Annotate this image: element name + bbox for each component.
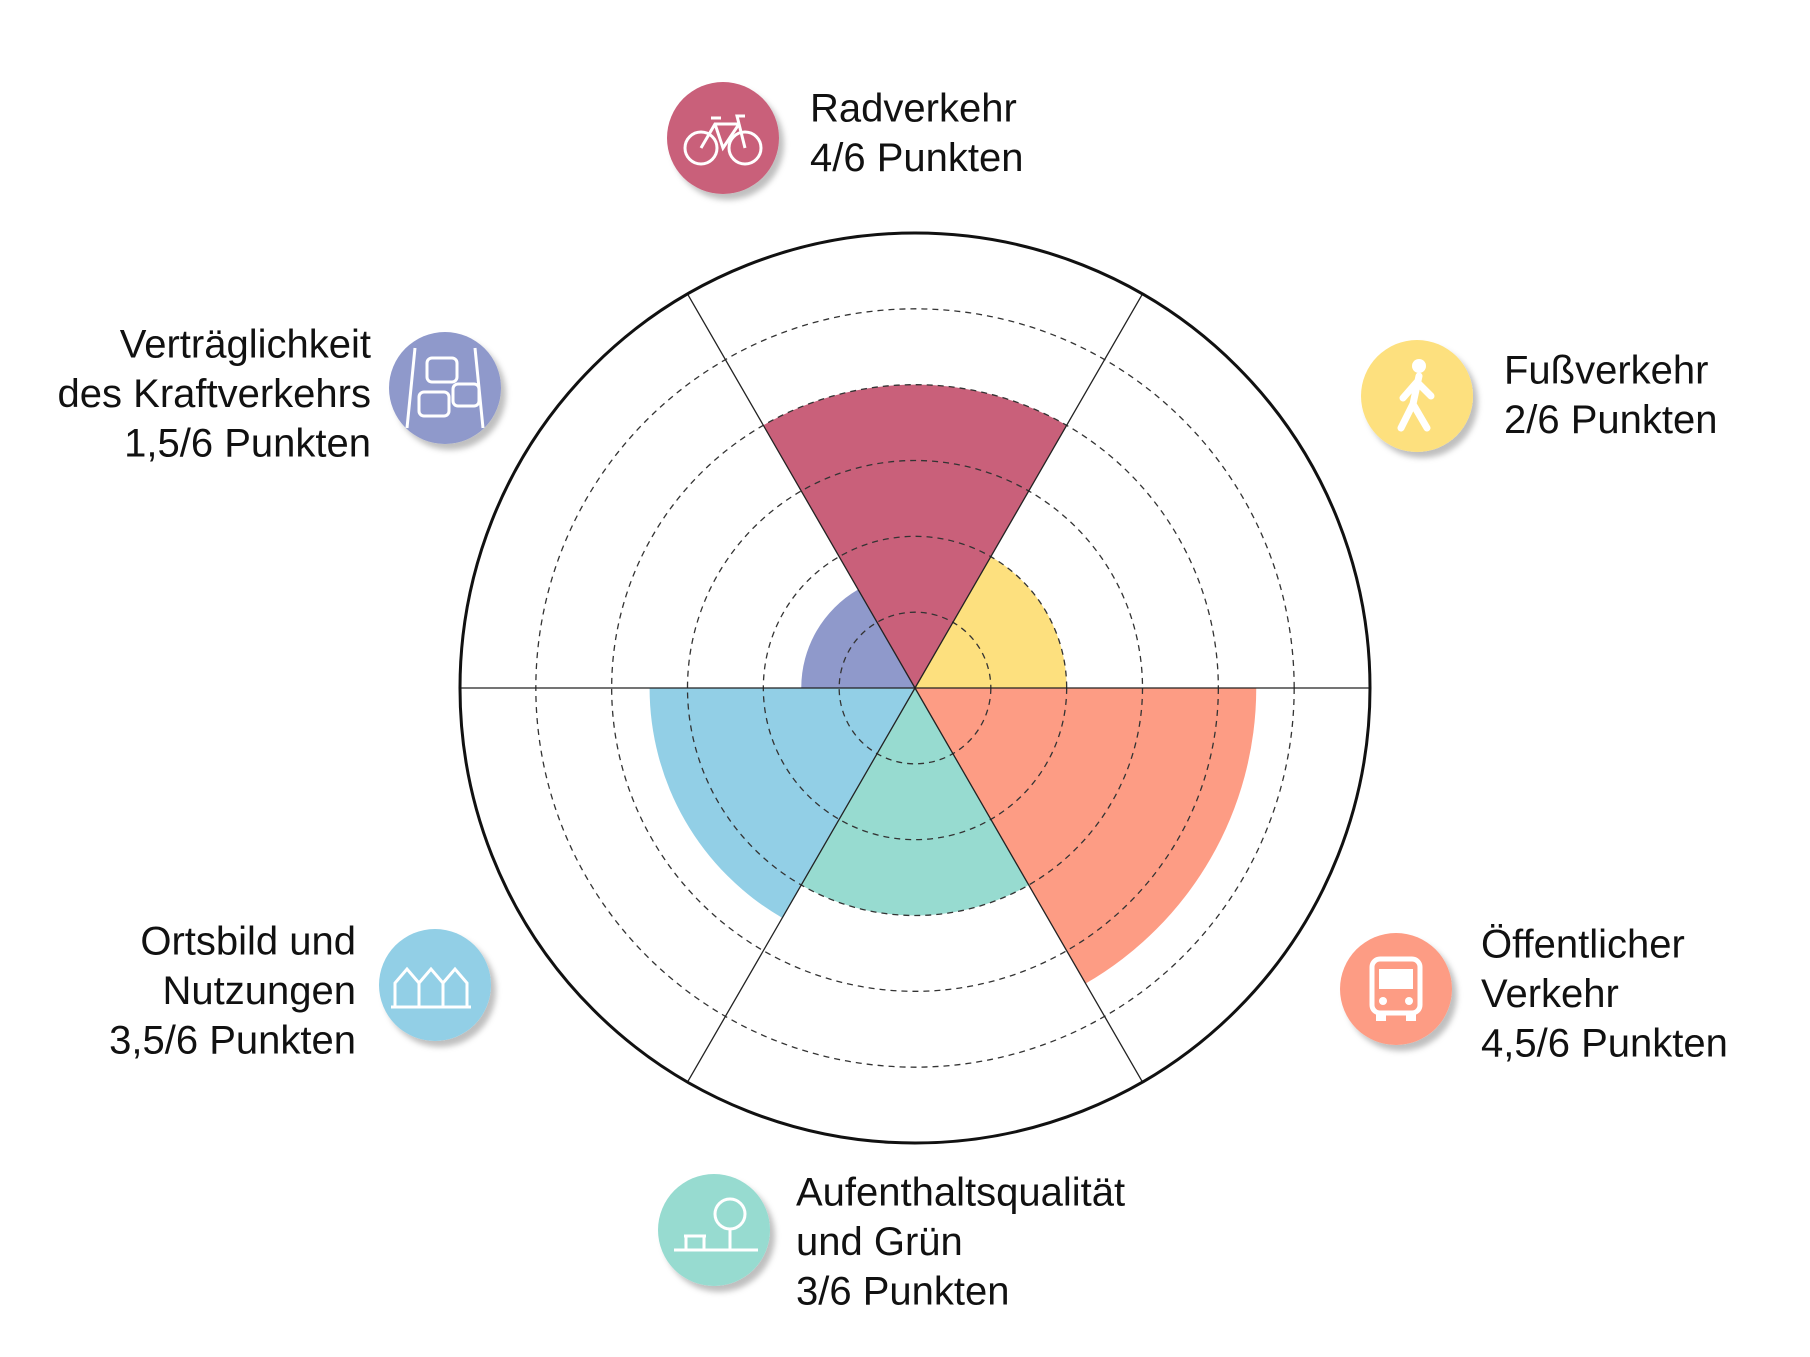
category-label: Fußverkehr: [1504, 349, 1709, 393]
value-label: 4,5/6 Punkten: [1481, 1022, 1728, 1066]
icon-shape: [1369, 956, 1423, 1016]
sector: [801, 688, 1029, 916]
category-label: Verträglichkeit: [120, 323, 371, 367]
icon-shape: [727, 130, 763, 166]
value-label: 1,5/6 Punkten: [124, 422, 371, 466]
icon-shape: [1397, 372, 1435, 432]
sector: [915, 688, 1257, 984]
icon-circle: [658, 1174, 770, 1286]
icon-circle: [389, 332, 501, 444]
category-icon: [379, 929, 491, 1041]
category-icon: [1340, 933, 1452, 1045]
spoke: [686, 293, 916, 689]
icon-shape: [1376, 1013, 1386, 1021]
category-label: Verkehr: [1481, 972, 1619, 1016]
icon-shape: [1405, 997, 1413, 1005]
category-label: Nutzungen: [163, 969, 356, 1013]
category-label: Öffentlicher: [1481, 923, 1685, 967]
icon-shape: [425, 356, 459, 384]
category-icon: [1361, 340, 1473, 452]
category-label: Aufenthaltsqualität: [796, 1171, 1125, 1215]
icon-shape: [1379, 997, 1387, 1005]
sector: [649, 688, 915, 918]
icon-shape: [417, 390, 451, 418]
value-label: 3/6 Punkten: [796, 1270, 1010, 1314]
icon-shape: [451, 382, 481, 408]
category-icon: [667, 82, 779, 194]
spoke: [914, 687, 1144, 1083]
icon-shape: [1406, 1013, 1416, 1021]
icon-shape: [1412, 359, 1426, 373]
value-label: 4/6 Punkten: [810, 136, 1024, 180]
icon-shape: [699, 114, 747, 152]
icon-circle: [379, 929, 491, 1041]
icon-shape: [674, 1230, 758, 1252]
spoke: [686, 687, 916, 1083]
value-label: 2/6 Punkten: [1504, 398, 1718, 442]
category-label: Radverkehr: [810, 87, 1017, 131]
category-icon: [658, 1174, 770, 1286]
spoke: [914, 293, 1144, 689]
value-label: 3,5/6 Punkten: [109, 1019, 356, 1063]
icon-circle: [667, 82, 779, 194]
icon-shape: [713, 1197, 747, 1231]
icon-shape: [1379, 969, 1413, 989]
category-icon: [389, 332, 501, 444]
category-label: Ortsbild und: [140, 920, 356, 964]
category-label: und Grün: [796, 1220, 963, 1264]
icon-shape: [391, 966, 471, 1009]
sector: [915, 556, 1067, 688]
category-label: des Kraftverkehrs: [58, 372, 371, 416]
sector: [763, 384, 1067, 688]
outer-circle: [458, 231, 1372, 1145]
icon-shape: [683, 130, 719, 166]
